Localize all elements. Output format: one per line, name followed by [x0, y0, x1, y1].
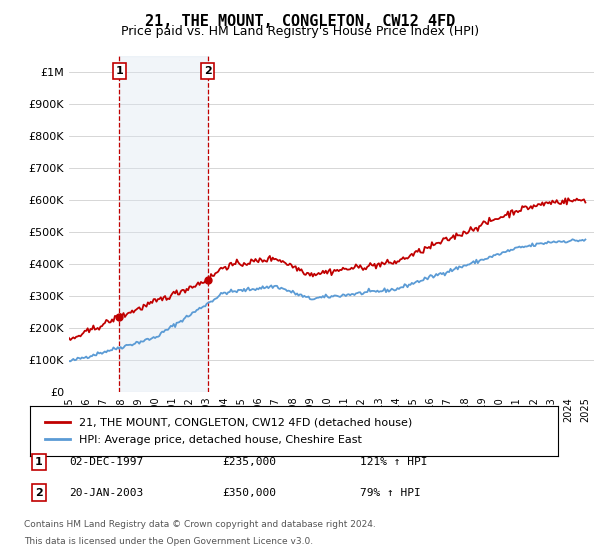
Text: 21, THE MOUNT, CONGLETON, CW12 4FD: 21, THE MOUNT, CONGLETON, CW12 4FD [145, 14, 455, 29]
Text: 2: 2 [35, 488, 43, 498]
Text: £235,000: £235,000 [222, 457, 276, 467]
Text: 1: 1 [115, 66, 123, 76]
Text: Contains HM Land Registry data © Crown copyright and database right 2024.: Contains HM Land Registry data © Crown c… [24, 520, 376, 529]
Text: 20-JAN-2003: 20-JAN-2003 [69, 488, 143, 498]
Text: 79% ↑ HPI: 79% ↑ HPI [360, 488, 421, 498]
Text: Price paid vs. HM Land Registry's House Price Index (HPI): Price paid vs. HM Land Registry's House … [121, 25, 479, 38]
Text: £350,000: £350,000 [222, 488, 276, 498]
Text: 121% ↑ HPI: 121% ↑ HPI [360, 457, 427, 467]
Text: This data is licensed under the Open Government Licence v3.0.: This data is licensed under the Open Gov… [24, 537, 313, 546]
Bar [119, 56, 208, 392]
Text: 02-DEC-1997: 02-DEC-1997 [69, 457, 143, 467]
Text: 2: 2 [203, 66, 211, 76]
Legend: 21, THE MOUNT, CONGLETON, CW12 4FD (detached house), HPI: Average price, detache: 21, THE MOUNT, CONGLETON, CW12 4FD (deta… [41, 413, 416, 449]
Text: 1: 1 [35, 457, 43, 467]
